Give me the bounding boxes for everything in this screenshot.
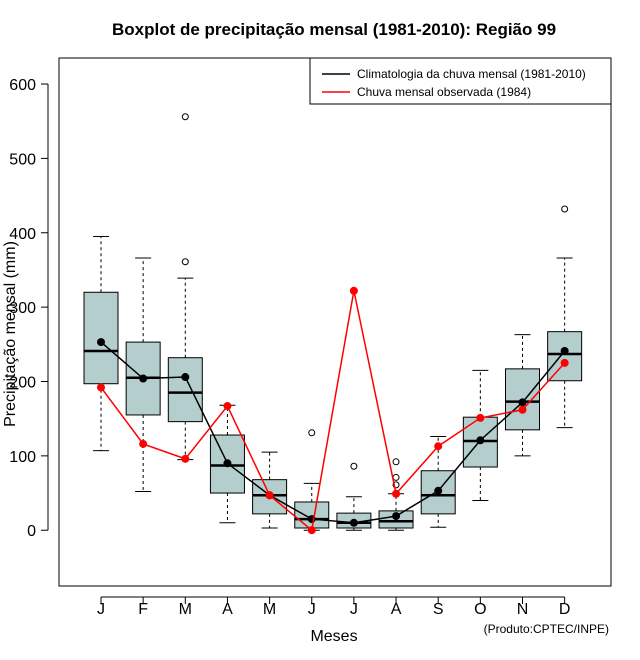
series-point xyxy=(392,489,401,498)
series-climatology xyxy=(97,338,569,527)
box-month-12 xyxy=(547,205,583,429)
series-point xyxy=(518,398,527,407)
series-point xyxy=(181,454,190,463)
series-point xyxy=(392,512,401,521)
series-point xyxy=(560,347,569,356)
series-point xyxy=(223,402,232,411)
series-point xyxy=(97,383,105,392)
series-point xyxy=(265,491,274,500)
legend-box xyxy=(309,57,612,105)
x-axis-label: Meses xyxy=(310,628,357,645)
x-tick-label: D xyxy=(559,601,571,618)
series-point xyxy=(434,486,443,495)
y-axis: 0 100 200 300 400 500 600 xyxy=(9,77,49,540)
x-tick-label: F xyxy=(138,601,148,618)
box-month-3 xyxy=(167,113,203,461)
box-iqr xyxy=(294,501,330,529)
series-point xyxy=(349,286,358,295)
series-observed xyxy=(97,286,569,535)
legend: Climatologia da chuva mensal (1981-2010)… xyxy=(309,57,612,105)
box-iqr xyxy=(167,357,203,423)
series-line xyxy=(100,290,566,532)
boxes-layer xyxy=(83,113,583,531)
box-iqr xyxy=(83,291,119,385)
series-point xyxy=(476,413,485,422)
y-tick-label: 100 xyxy=(9,449,36,466)
y-tick-label: 0 xyxy=(27,523,36,540)
x-tick-label: N xyxy=(517,601,529,618)
y-tick-label: 300 xyxy=(9,300,36,317)
x-tick-label: J xyxy=(97,601,105,618)
x-tick-label: M xyxy=(263,601,276,618)
outlier-point xyxy=(561,205,569,213)
y-tick-label: 500 xyxy=(9,151,36,168)
box-month-10 xyxy=(462,369,498,501)
outlier-point xyxy=(392,481,400,489)
y-tick-label: 600 xyxy=(9,77,36,94)
legend-label-observed: Chuva mensal observada (1984) xyxy=(357,85,531,99)
legend-label-climatology: Climatologia da chuva mensal (1981-2010) xyxy=(357,67,586,81)
y-tick-label: 200 xyxy=(9,374,36,391)
x-tick-label: O xyxy=(474,601,486,618)
credit-text: (Produto:CPTEC/INPE) xyxy=(484,622,609,636)
series-point xyxy=(97,338,105,347)
box-iqr xyxy=(547,331,583,382)
box-month-5 xyxy=(252,451,288,529)
outlier-point xyxy=(392,458,400,466)
outlier-point xyxy=(308,429,316,437)
series-point xyxy=(434,442,443,451)
series-point xyxy=(223,459,232,468)
x-tick-label: J xyxy=(350,601,358,618)
series-point xyxy=(560,358,569,367)
series-point xyxy=(518,405,527,414)
series-point xyxy=(181,373,190,382)
series-point xyxy=(139,439,148,448)
series-point xyxy=(307,526,316,535)
y-axis-label: Precipitação mensal (mm) xyxy=(2,241,19,427)
series-point xyxy=(139,374,148,383)
x-tick-label: A xyxy=(391,601,402,618)
box-month-1 xyxy=(83,235,119,452)
series-line xyxy=(100,341,566,524)
series-point xyxy=(476,436,485,445)
box-month-11 xyxy=(505,334,540,457)
x-tick-label: M xyxy=(179,601,192,618)
outlier-point xyxy=(392,473,400,481)
x-tick-label: A xyxy=(222,601,233,618)
chart-title: Boxplot de precipitação mensal (1981-201… xyxy=(112,20,556,39)
outlier-point xyxy=(181,113,189,121)
box-iqr xyxy=(252,479,288,515)
plot-frame xyxy=(58,57,612,587)
x-tick-label: J xyxy=(308,601,316,618)
series-layer xyxy=(97,286,569,535)
series-point xyxy=(349,518,358,527)
y-tick-label: 400 xyxy=(9,226,36,243)
outlier-point xyxy=(350,462,358,470)
x-tick-label: S xyxy=(433,601,444,618)
outlier-point xyxy=(181,258,189,266)
